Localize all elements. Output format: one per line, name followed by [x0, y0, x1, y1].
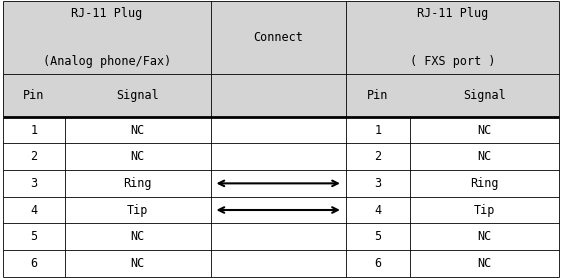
Text: Tip: Tip	[474, 203, 496, 217]
Text: RJ-11 Plug: RJ-11 Plug	[417, 8, 488, 20]
Bar	[3, 1, 211, 74]
Text: NC: NC	[130, 150, 145, 163]
Bar	[211, 74, 346, 117]
Text: 3: 3	[30, 177, 37, 190]
Text: NC: NC	[130, 257, 145, 270]
Text: ( FXS port ): ( FXS port )	[410, 55, 495, 68]
Text: 1: 1	[374, 124, 382, 136]
Text: 2: 2	[374, 150, 382, 163]
Bar	[346, 74, 559, 117]
Text: Signal: Signal	[116, 89, 159, 102]
Text: 3: 3	[374, 177, 382, 190]
Text: NC: NC	[478, 230, 492, 243]
Bar	[211, 1, 346, 74]
Text: Tip: Tip	[127, 203, 148, 217]
Text: NC: NC	[478, 257, 492, 270]
Text: 4: 4	[30, 203, 37, 217]
Text: Ring: Ring	[470, 177, 499, 190]
Text: NC: NC	[130, 124, 145, 136]
Text: 6: 6	[374, 257, 382, 270]
Text: Pin: Pin	[23, 89, 44, 102]
Text: Signal: Signal	[463, 89, 506, 102]
Bar	[3, 74, 211, 117]
Text: NC: NC	[130, 230, 145, 243]
Text: 1: 1	[30, 124, 37, 136]
Bar	[346, 1, 559, 74]
Text: Pin: Pin	[367, 89, 389, 102]
Text: NC: NC	[478, 124, 492, 136]
Text: 2: 2	[30, 150, 37, 163]
Text: 4: 4	[374, 203, 382, 217]
Text: 5: 5	[374, 230, 382, 243]
Text: 5: 5	[30, 230, 37, 243]
Text: Ring: Ring	[124, 177, 152, 190]
Text: (Analog phone/Fax): (Analog phone/Fax)	[43, 55, 171, 68]
Text: RJ-11 Plug: RJ-11 Plug	[71, 8, 142, 20]
Text: 6: 6	[30, 257, 37, 270]
Text: Connect: Connect	[253, 31, 303, 44]
Text: NC: NC	[478, 150, 492, 163]
